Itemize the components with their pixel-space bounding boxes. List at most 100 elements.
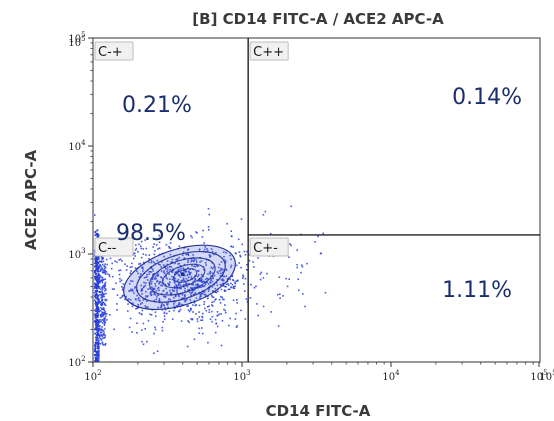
cell-dot <box>94 278 97 281</box>
cell-dot <box>160 284 162 287</box>
cell-dot <box>145 247 148 250</box>
cell-dot <box>204 283 207 285</box>
cell-dot <box>101 337 104 340</box>
cell-dot <box>158 299 160 302</box>
cell-dot <box>204 246 206 248</box>
cell-dot <box>95 272 97 275</box>
cell-dot <box>207 295 209 298</box>
cell-dot <box>131 302 134 304</box>
cell-dot <box>226 281 229 283</box>
cell-dot <box>155 277 157 280</box>
cell-dot <box>240 218 243 220</box>
cell-dot <box>183 284 185 286</box>
cell-dot <box>135 270 138 272</box>
cell-dot <box>106 263 109 266</box>
density-contours <box>123 244 236 311</box>
cell-dot <box>211 320 213 323</box>
cell-dot <box>197 275 199 278</box>
cell-dot <box>209 282 212 284</box>
cell-dot <box>146 340 148 343</box>
cell-dot <box>100 255 103 258</box>
cell-dot <box>97 320 100 323</box>
cell-dot <box>243 250 246 253</box>
cell-dot <box>195 283 197 286</box>
cell-dot <box>121 260 123 262</box>
cell-dot <box>178 295 180 298</box>
cell-dot <box>206 247 208 250</box>
cell-dot <box>202 275 205 278</box>
cell-dot <box>97 339 100 342</box>
cell-dot <box>314 241 316 243</box>
cell-dot <box>98 285 101 288</box>
quadrant-tag: C+- <box>253 241 278 256</box>
density-contour <box>136 250 226 303</box>
cell-dot <box>203 301 206 303</box>
cell-dot <box>96 236 99 238</box>
cell-dot <box>194 277 196 280</box>
cell-dot <box>158 234 160 237</box>
cell-dot <box>94 276 97 279</box>
cell-dot <box>96 267 98 270</box>
y-tick-label: 102 <box>68 355 85 369</box>
cell-dot <box>132 257 135 260</box>
cell-dot <box>209 281 211 283</box>
cell-dot <box>97 294 100 297</box>
cell-dot <box>103 313 106 316</box>
cell-dot <box>95 283 98 286</box>
cell-dot <box>193 301 196 304</box>
cell-dot <box>201 281 203 283</box>
cell-dot <box>157 294 159 296</box>
cell-dot <box>103 309 106 312</box>
cell-dot <box>134 249 137 251</box>
cell-dot <box>101 281 104 284</box>
cell-dot <box>146 273 148 276</box>
cell-dot <box>202 291 205 293</box>
cell-dot <box>168 310 171 313</box>
cell-dot <box>150 283 153 285</box>
cell-dot <box>234 318 237 320</box>
cell-dot <box>169 299 172 301</box>
cell-dot <box>297 278 299 281</box>
cell-dot <box>141 329 143 331</box>
cell-dot <box>197 287 200 289</box>
cell-dot <box>94 290 97 292</box>
cell-dot <box>229 317 231 320</box>
cell-dot <box>163 295 165 298</box>
cell-dot <box>187 259 190 262</box>
cell-dot <box>138 263 140 265</box>
cell-dot <box>178 304 180 306</box>
cell-dot <box>134 255 136 257</box>
cell-dot <box>94 348 97 350</box>
cell-dot <box>239 254 241 257</box>
cell-dot <box>201 327 203 329</box>
cell-dot <box>210 278 213 280</box>
quadrant-tag-box <box>94 41 134 61</box>
cell-dot <box>95 268 97 271</box>
cell-dot <box>223 308 225 311</box>
cell-dot <box>224 285 226 288</box>
cell-dot <box>108 274 111 276</box>
cell-dot <box>94 296 97 299</box>
cell-dot <box>203 242 205 244</box>
cell-dot <box>194 304 197 307</box>
x-tick-label: 105 <box>530 369 547 383</box>
cell-dot <box>99 269 102 271</box>
cell-dot <box>95 257 98 259</box>
cell-dot <box>130 270 132 272</box>
cell-dot <box>187 289 189 291</box>
cell-dot <box>94 328 96 331</box>
cell-dot <box>229 278 232 281</box>
cell-dot <box>203 293 206 296</box>
cell-dot <box>230 286 233 289</box>
cell-dot <box>146 279 149 281</box>
cell-dot <box>220 272 222 275</box>
cell-dot <box>167 266 169 269</box>
cell-dot <box>95 308 98 310</box>
cell-dot <box>96 284 99 286</box>
cell-dot <box>169 242 172 244</box>
cell-dot <box>141 293 143 295</box>
cell-dot <box>177 263 179 265</box>
cell-dot <box>178 310 181 312</box>
cell-dot <box>174 273 176 275</box>
cell-dot <box>94 275 97 278</box>
